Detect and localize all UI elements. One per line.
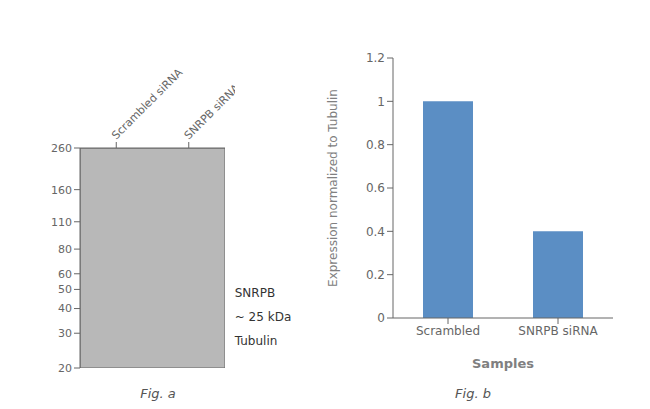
html-text:Fig. b: Fig. b [455, 386, 491, 401]
html-text:SNRPB: SNRPB [234, 286, 276, 300]
svg-text:20: 20 [58, 362, 72, 375]
svg-text:0.2: 0.2 [366, 268, 385, 282]
svg-text:110: 110 [51, 216, 72, 229]
svg-text:0.6: 0.6 [366, 181, 385, 195]
svg-text:30: 30 [58, 327, 72, 340]
svg-text:1.2: 1.2 [366, 51, 385, 65]
svg-text:40: 40 [58, 302, 72, 315]
svg-text:SNRPB siRNA: SNRPB siRNA [181, 81, 234, 142]
svg-text:260: 260 [51, 142, 72, 155]
svg-text:60: 60 [58, 268, 72, 281]
svg-text:0.8: 0.8 [366, 138, 385, 152]
svg-text:Scrambled siRNA: Scrambled siRNA [109, 66, 185, 142]
svg-text:SNRPB siRNA: SNRPB siRNA [518, 324, 598, 338]
svg-text:50: 50 [58, 283, 72, 296]
svg-text:Samples: Samples [472, 356, 534, 371]
svg-text:0: 0 [377, 311, 385, 325]
svg-text:1: 1 [377, 95, 385, 109]
svg-text:0.4: 0.4 [366, 225, 385, 239]
svg-text:160: 160 [51, 184, 72, 197]
html-text:~ 25 kDa: ~ 25 kDa [234, 310, 292, 324]
svg-text:80: 80 [58, 243, 72, 256]
svg-text:Expression normalized to Tubul: Expression normalized to Tubulin [326, 89, 340, 287]
svg-text:Scrambled: Scrambled [416, 324, 480, 338]
html-text:Fig. a: Fig. a [140, 386, 176, 401]
html-text:Tubulin: Tubulin [234, 334, 278, 348]
